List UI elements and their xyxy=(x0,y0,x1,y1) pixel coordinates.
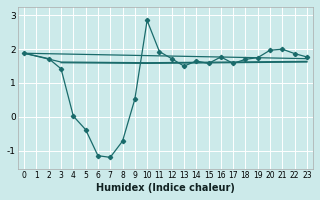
X-axis label: Humidex (Indice chaleur): Humidex (Indice chaleur) xyxy=(96,183,235,193)
